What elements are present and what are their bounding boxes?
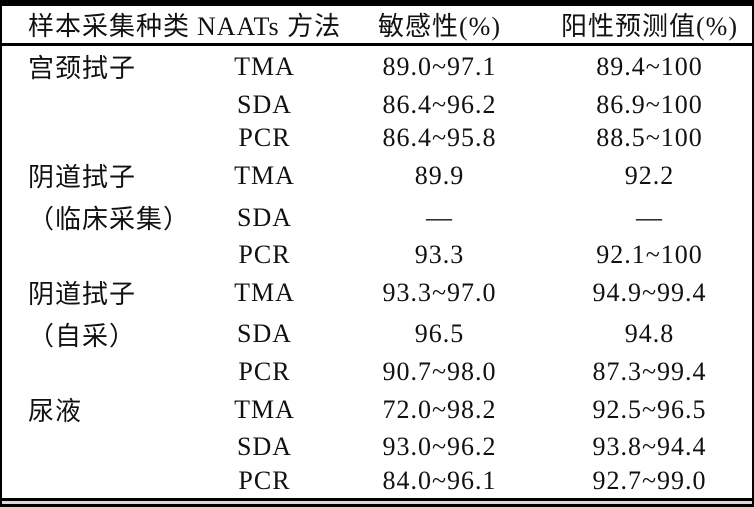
header-row: 样本采集种类 NAATs 方法 敏感性(%) 阳性预测值(%) [2,6,752,46]
method-cell: SDA [236,319,292,349]
table-row: （自采） SDA 96.5 94.8 [2,314,752,356]
ppv-cell: — [636,202,663,232]
method-cell: PCR [238,123,291,153]
ppv-cell: 86.9~100 [596,89,703,119]
sample-type-cell: 宫颈拭子 [28,54,137,84]
ppv-cell: 87.3~99.4 [592,357,707,387]
ppv-cell: 92.7~99.0 [592,466,707,496]
sensitivity-cell: 72.0~98.2 [382,394,497,424]
sensitivity-cell: 89.9 [414,160,465,190]
sample-type-cell: 阴道拭子 [28,280,137,310]
table-row: 阴道拭子 TMA 89.9 92.2 [2,155,752,197]
ppv-cell: 92.2 [624,160,675,190]
method-cell: SDA [236,432,292,462]
header-sensitivity: 敏感性(%) [332,6,547,46]
sensitivity-cell: 96.5 [414,319,465,349]
sample-type-cell: 尿液 [28,397,83,427]
sensitivity-cell: — [426,202,453,232]
table-row: PCR 90.7~98.0 87.3~99.4 [2,355,752,389]
table-row: 尿液 TMA 72.0~98.2 92.5~96.5 [2,389,752,431]
sample-type-cell: （临床采集） [28,205,191,235]
table-row: PCR 93.3 92.1~100 [2,238,752,272]
sensitivity-cell: 86.4~95.8 [382,123,497,153]
method-cell: TMA [234,160,295,190]
table-row: （临床采集） SDA — — [2,197,752,239]
ppv-cell: 93.8~94.4 [592,432,707,462]
method-cell: TMA [234,277,295,307]
sensitivity-cell: 84.0~96.1 [382,466,497,496]
sensitivity-cell: 90.7~98.0 [382,357,497,387]
method-cell: PCR [238,466,291,496]
table-bottom-rule [2,498,752,507]
method-cell: TMA [234,394,295,424]
method-cell: TMA [234,51,295,81]
ppv-cell: 88.5~100 [596,123,703,153]
sensitivity-cell: 89.0~97.1 [382,51,497,81]
sample-type-cell [2,88,197,122]
sensitivity-cell: 93.3 [414,240,465,270]
method-cell: SDA [236,89,292,119]
ppv-cell: 92.5~96.5 [592,394,707,424]
method-cell: SDA [236,202,292,232]
ppv-cell: 89.4~100 [596,51,703,81]
table-top-rule [2,0,752,6]
table-row: 阴道拭子 TMA 93.3~97.0 94.9~99.4 [2,272,752,314]
method-cell: PCR [238,357,291,387]
table-row: SDA 86.4~96.2 86.9~100 [2,88,752,122]
sample-type-cell: 阴道拭子 [28,163,137,193]
sample-type-cell [2,355,197,389]
table-row: PCR 84.0~96.1 92.7~99.0 [2,464,752,498]
table-row: SDA 93.0~96.2 93.8~94.4 [2,430,752,464]
ppv-cell: 94.9~99.4 [592,277,707,307]
sample-type-cell [2,238,197,272]
sample-type-cell [2,121,197,155]
ppv-cell: 94.8 [624,319,675,349]
naats-performance-table: 样本采集种类 NAATs 方法 敏感性(%) 阳性预测值(%) 宫颈拭子 TMA… [2,6,752,498]
method-cell: PCR [238,240,291,270]
header-ppv: 阳性预测值(%) [547,6,752,46]
table-row: 宫颈拭子 TMA 89.0~97.1 89.4~100 [2,45,752,88]
sample-type-cell [2,464,197,498]
sensitivity-cell: 93.3~97.0 [382,277,497,307]
sample-type-cell [2,430,197,464]
header-method: NAATs 方法 [197,6,340,46]
header-sample-type: 样本采集种类 [2,6,197,46]
sensitivity-cell: 86.4~96.2 [382,89,497,119]
ppv-cell: 92.1~100 [596,240,703,270]
sensitivity-cell: 93.0~96.2 [382,432,497,462]
sample-type-cell: （自采） [28,321,137,351]
table-row: PCR 86.4~95.8 88.5~100 [2,121,752,155]
